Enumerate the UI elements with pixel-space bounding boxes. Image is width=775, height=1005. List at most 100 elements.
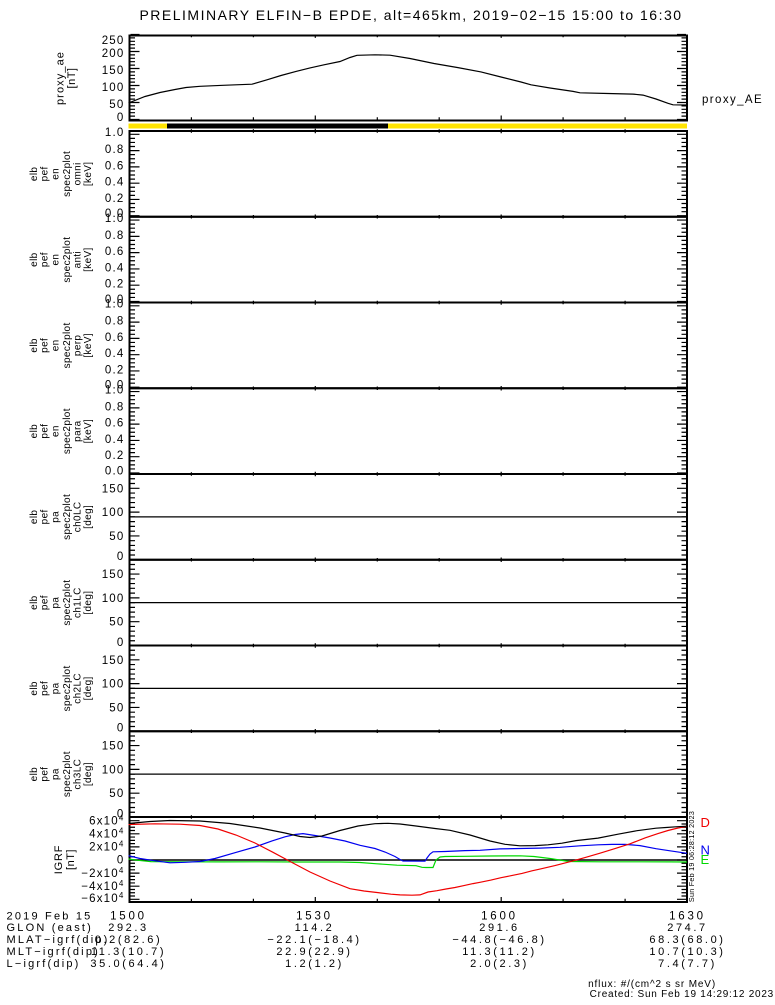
svg-text:10.7(10.3): 10.7(10.3) bbox=[649, 946, 725, 958]
svg-text:0.4: 0.4 bbox=[105, 262, 125, 274]
svg-text:spec2plot: spec2plot bbox=[62, 494, 73, 540]
svg-text:[deg]: [deg] bbox=[83, 505, 94, 529]
svg-text:68.3(68.0): 68.3(68.0) bbox=[649, 934, 725, 946]
svg-text:spec2plot: spec2plot bbox=[62, 408, 73, 454]
svg-text:ch2LC: ch2LC bbox=[73, 673, 84, 704]
svg-text:0.8: 0.8 bbox=[105, 144, 125, 156]
svg-text:1500: 1500 bbox=[110, 911, 147, 923]
svg-text:0.2: 0.2 bbox=[105, 193, 125, 205]
svg-text:L−igrf(dip): L−igrf(dip) bbox=[7, 958, 81, 970]
svg-text:0.2: 0.2 bbox=[105, 450, 125, 462]
svg-text:1.0: 1.0 bbox=[105, 127, 125, 139]
svg-text:35.0(64.4): 35.0(64.4) bbox=[90, 958, 166, 970]
svg-text:proxy_ae: proxy_ae bbox=[55, 51, 67, 105]
svg-text:0.2: 0.2 bbox=[105, 279, 125, 291]
svg-text:[keV]: [keV] bbox=[83, 162, 94, 187]
svg-text:291.6: 291.6 bbox=[479, 922, 520, 934]
svg-text:E: E bbox=[701, 852, 710, 867]
svg-text:pa: pa bbox=[50, 511, 61, 523]
svg-text:0.8: 0.8 bbox=[105, 401, 125, 413]
svg-text:100: 100 bbox=[102, 679, 125, 691]
svg-text:0.8: 0.8 bbox=[105, 316, 125, 328]
svg-text:elb: elb bbox=[29, 767, 40, 781]
svg-text:pef: pef bbox=[39, 166, 50, 181]
svg-text:100: 100 bbox=[102, 593, 125, 605]
svg-text:−6x104: −6x104 bbox=[81, 891, 124, 905]
svg-text:292.3: 292.3 bbox=[108, 922, 149, 934]
svg-text:elb: elb bbox=[29, 167, 40, 181]
svg-text:0: 0 bbox=[117, 723, 125, 735]
svg-text:0: 0 bbox=[117, 855, 125, 867]
svg-text:0: 0 bbox=[117, 637, 125, 649]
svg-text:0: 0 bbox=[117, 551, 125, 563]
svg-text:0.0: 0.0 bbox=[105, 208, 125, 220]
svg-text:Created: Sun Feb 19 14:29:12 2: Created: Sun Feb 19 14:29:12 2023 bbox=[590, 989, 774, 1000]
svg-text:50: 50 bbox=[109, 531, 124, 543]
svg-text:200: 200 bbox=[102, 48, 125, 60]
svg-text:1.0: 1.0 bbox=[105, 385, 125, 397]
svg-text:0.4: 0.4 bbox=[105, 434, 125, 446]
svg-text:spec2plot: spec2plot bbox=[62, 151, 73, 197]
svg-text:[keV]: [keV] bbox=[83, 419, 94, 444]
svg-text:1530: 1530 bbox=[296, 911, 333, 923]
svg-text:proxy_AE: proxy_AE bbox=[702, 94, 763, 106]
svg-text:pa: pa bbox=[50, 597, 61, 609]
svg-text:pef: pef bbox=[39, 424, 50, 439]
svg-text:−44.8(−46.8): −44.8(−46.8) bbox=[452, 934, 546, 946]
svg-text:50: 50 bbox=[109, 99, 124, 111]
svg-text:0.0: 0.0 bbox=[105, 380, 125, 392]
svg-text:pa: pa bbox=[50, 682, 61, 694]
svg-text:150: 150 bbox=[102, 569, 125, 581]
svg-text:Sun Feb 19 06:28:12 2023: Sun Feb 19 06:28:12 2023 bbox=[687, 811, 696, 902]
svg-text:para: para bbox=[73, 420, 84, 442]
svg-text:elb: elb bbox=[29, 424, 40, 438]
svg-text:spec2plot: spec2plot bbox=[62, 580, 73, 626]
svg-text:11.3(11.2): 11.3(11.2) bbox=[462, 946, 537, 958]
svg-text:2x104: 2x104 bbox=[89, 840, 124, 854]
svg-text:en: en bbox=[50, 339, 61, 351]
svg-text:MLAT−igrf(dip): MLAT−igrf(dip) bbox=[7, 934, 110, 946]
svg-text:[deg]: [deg] bbox=[83, 676, 94, 700]
svg-text:−22.1(−18.4): −22.1(−18.4) bbox=[267, 934, 361, 946]
svg-text:0.6: 0.6 bbox=[105, 246, 125, 258]
svg-text:elb: elb bbox=[29, 338, 40, 352]
svg-text:pa: pa bbox=[50, 768, 61, 780]
svg-text:0.0: 0.0 bbox=[105, 294, 125, 306]
svg-text:en: en bbox=[50, 254, 61, 266]
svg-text:omni: omni bbox=[73, 162, 84, 185]
svg-text:114.2: 114.2 bbox=[295, 922, 335, 934]
svg-text:[deg]: [deg] bbox=[83, 591, 94, 615]
svg-text:0.0: 0.0 bbox=[105, 465, 125, 477]
svg-text:22.9(22.9): 22.9(22.9) bbox=[276, 946, 352, 958]
svg-text:2.0(2.3): 2.0(2.3) bbox=[470, 958, 529, 970]
svg-text:100: 100 bbox=[102, 507, 125, 519]
svg-text:[keV]: [keV] bbox=[83, 333, 94, 358]
svg-text:4x104: 4x104 bbox=[89, 827, 124, 841]
svg-text:50: 50 bbox=[109, 617, 124, 629]
svg-text:−4x104: −4x104 bbox=[81, 879, 124, 893]
svg-text:50: 50 bbox=[109, 788, 124, 800]
svg-text:spec2plot: spec2plot bbox=[62, 237, 73, 283]
svg-text:150: 150 bbox=[102, 483, 125, 495]
svg-text:ch0LC: ch0LC bbox=[73, 502, 84, 533]
svg-text:ch3LC: ch3LC bbox=[73, 759, 84, 790]
svg-text:PRELIMINARY ELFIN−B EPDE, alt=: PRELIMINARY ELFIN−B EPDE, alt=465km, 201… bbox=[139, 7, 682, 23]
svg-text:11.3(10.7): 11.3(10.7) bbox=[91, 946, 166, 958]
svg-text:pef: pef bbox=[39, 338, 50, 353]
svg-text:100: 100 bbox=[102, 764, 125, 776]
svg-text:100: 100 bbox=[102, 82, 125, 94]
svg-text:spec2plot: spec2plot bbox=[62, 751, 73, 797]
svg-text:0.4: 0.4 bbox=[105, 177, 125, 189]
svg-text:pef: pef bbox=[39, 681, 50, 696]
svg-text:en: en bbox=[50, 425, 61, 437]
svg-text:150: 150 bbox=[102, 65, 125, 77]
svg-text:7.4(7.7): 7.4(7.7) bbox=[658, 958, 717, 970]
svg-text:150: 150 bbox=[102, 655, 125, 667]
svg-text:[nT]: [nT] bbox=[65, 849, 77, 870]
svg-text:1.2(1.2): 1.2(1.2) bbox=[285, 958, 344, 970]
svg-text:GLON (east): GLON (east) bbox=[7, 922, 94, 934]
svg-text:elb: elb bbox=[29, 681, 40, 695]
svg-text:0.4: 0.4 bbox=[105, 348, 125, 360]
svg-text:0.6: 0.6 bbox=[105, 332, 125, 344]
svg-text:pef: pef bbox=[39, 595, 50, 610]
